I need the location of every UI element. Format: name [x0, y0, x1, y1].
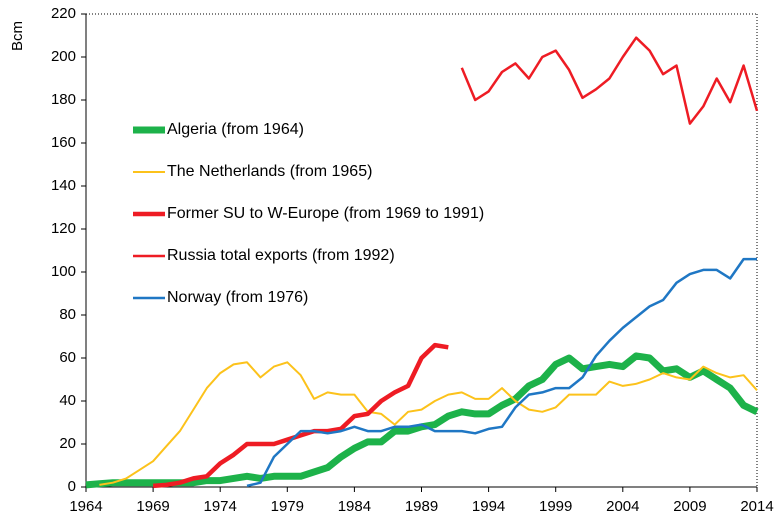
y-tick-label: 140 [51, 177, 76, 194]
y-tick-label: 40 [59, 392, 76, 409]
x-tick-label: 2009 [673, 498, 706, 515]
y-tick-label: 60 [59, 349, 76, 366]
series-line [246, 257, 757, 488]
x-tick-label: 1999 [539, 498, 572, 515]
legend-label: Russia total exports (from 1992) [167, 247, 395, 264]
x-tick-label: 2014 [740, 498, 773, 515]
x-tick-label: 1974 [204, 498, 237, 515]
x-tick-label: 1979 [271, 498, 304, 515]
x-tick-label: 1989 [405, 498, 438, 515]
x-tick-label: 1994 [472, 498, 505, 515]
y-axis-label: Bcm [9, 21, 26, 51]
y-tick-label: 160 [51, 134, 76, 151]
series-line [460, 36, 759, 125]
x-tick-label: 1969 [136, 498, 169, 515]
y-tick-label: 20 [59, 435, 76, 452]
x-tick-label: 1984 [338, 498, 371, 515]
legend-label: The Netherlands (from 1965) [167, 163, 372, 180]
y-tick-label: 0 [68, 478, 76, 495]
y-tick-label: 220 [51, 5, 76, 22]
series-line [85, 352, 759, 489]
x-tick-label: 1964 [69, 498, 102, 515]
y-tick-label: 120 [51, 220, 76, 237]
series-line [99, 361, 758, 486]
legend-label: Algeria (from 1964) [167, 121, 304, 138]
y-tick-label: 80 [59, 306, 76, 323]
series-line [152, 342, 449, 489]
y-tick-label: 180 [51, 91, 76, 108]
x-tick-label: 2004 [606, 498, 639, 515]
y-tick-label: 200 [51, 48, 76, 65]
legend-label: Norway (from 1976) [167, 289, 308, 306]
legend-label: Former SU to W-Europe (from 1969 to 1991… [167, 205, 484, 222]
y-tick-label: 100 [51, 263, 76, 280]
